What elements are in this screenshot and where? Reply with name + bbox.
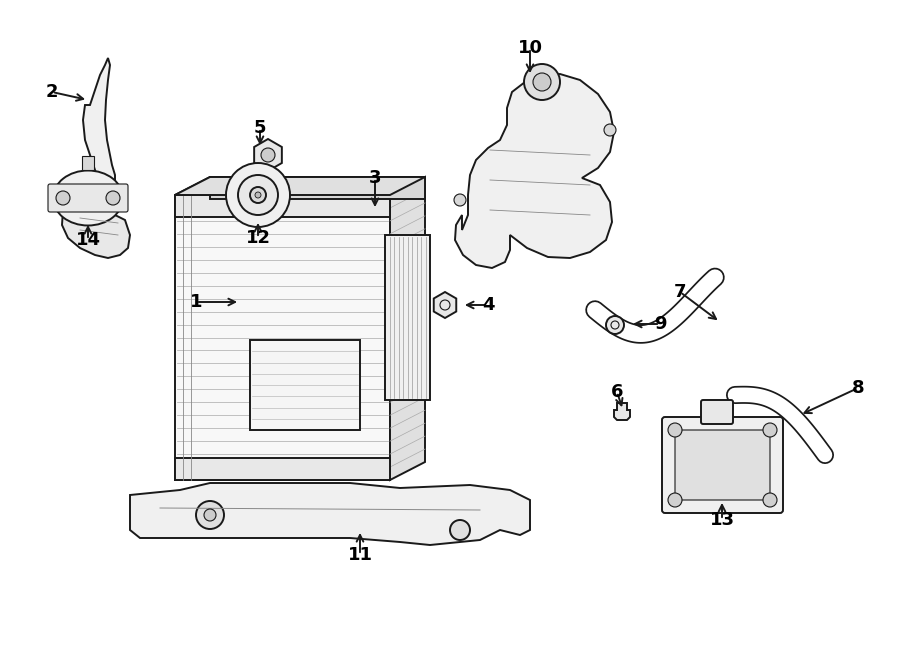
Polygon shape — [130, 483, 530, 545]
Circle shape — [606, 316, 624, 334]
Circle shape — [454, 194, 466, 206]
Text: 10: 10 — [518, 39, 543, 57]
Polygon shape — [62, 195, 130, 258]
Ellipse shape — [53, 171, 123, 225]
Circle shape — [255, 192, 261, 198]
Circle shape — [450, 520, 470, 540]
Text: 8: 8 — [851, 379, 864, 397]
Text: 5: 5 — [254, 119, 266, 137]
Circle shape — [524, 64, 560, 100]
Polygon shape — [175, 177, 425, 195]
Circle shape — [56, 191, 70, 205]
Text: 9: 9 — [653, 315, 666, 333]
Circle shape — [226, 163, 290, 227]
Circle shape — [204, 509, 216, 521]
Circle shape — [668, 423, 682, 437]
Text: 4: 4 — [482, 296, 494, 314]
Text: 11: 11 — [347, 546, 373, 564]
Circle shape — [604, 124, 616, 136]
Polygon shape — [250, 340, 360, 430]
FancyBboxPatch shape — [662, 417, 783, 513]
Text: 13: 13 — [709, 511, 734, 529]
Polygon shape — [390, 177, 425, 480]
Polygon shape — [385, 235, 430, 400]
Text: 1: 1 — [190, 293, 203, 311]
FancyBboxPatch shape — [675, 430, 770, 500]
Polygon shape — [175, 195, 390, 217]
Circle shape — [533, 73, 551, 91]
Circle shape — [763, 493, 777, 507]
Circle shape — [106, 191, 120, 205]
Polygon shape — [175, 195, 390, 480]
Circle shape — [196, 501, 224, 529]
Text: 6: 6 — [611, 383, 623, 401]
Circle shape — [238, 175, 278, 215]
Polygon shape — [83, 58, 115, 200]
Circle shape — [763, 423, 777, 437]
Text: 14: 14 — [76, 231, 101, 249]
Polygon shape — [614, 403, 630, 420]
Circle shape — [261, 148, 275, 162]
Polygon shape — [82, 156, 94, 170]
Text: 2: 2 — [46, 83, 58, 101]
FancyBboxPatch shape — [701, 400, 733, 424]
Polygon shape — [175, 458, 390, 480]
Polygon shape — [455, 74, 614, 268]
Polygon shape — [210, 177, 425, 199]
Text: 7: 7 — [674, 283, 686, 301]
Circle shape — [250, 187, 266, 203]
Circle shape — [668, 493, 682, 507]
Polygon shape — [175, 177, 425, 195]
Text: 12: 12 — [246, 229, 271, 247]
Text: 3: 3 — [369, 169, 382, 187]
FancyBboxPatch shape — [48, 184, 128, 212]
